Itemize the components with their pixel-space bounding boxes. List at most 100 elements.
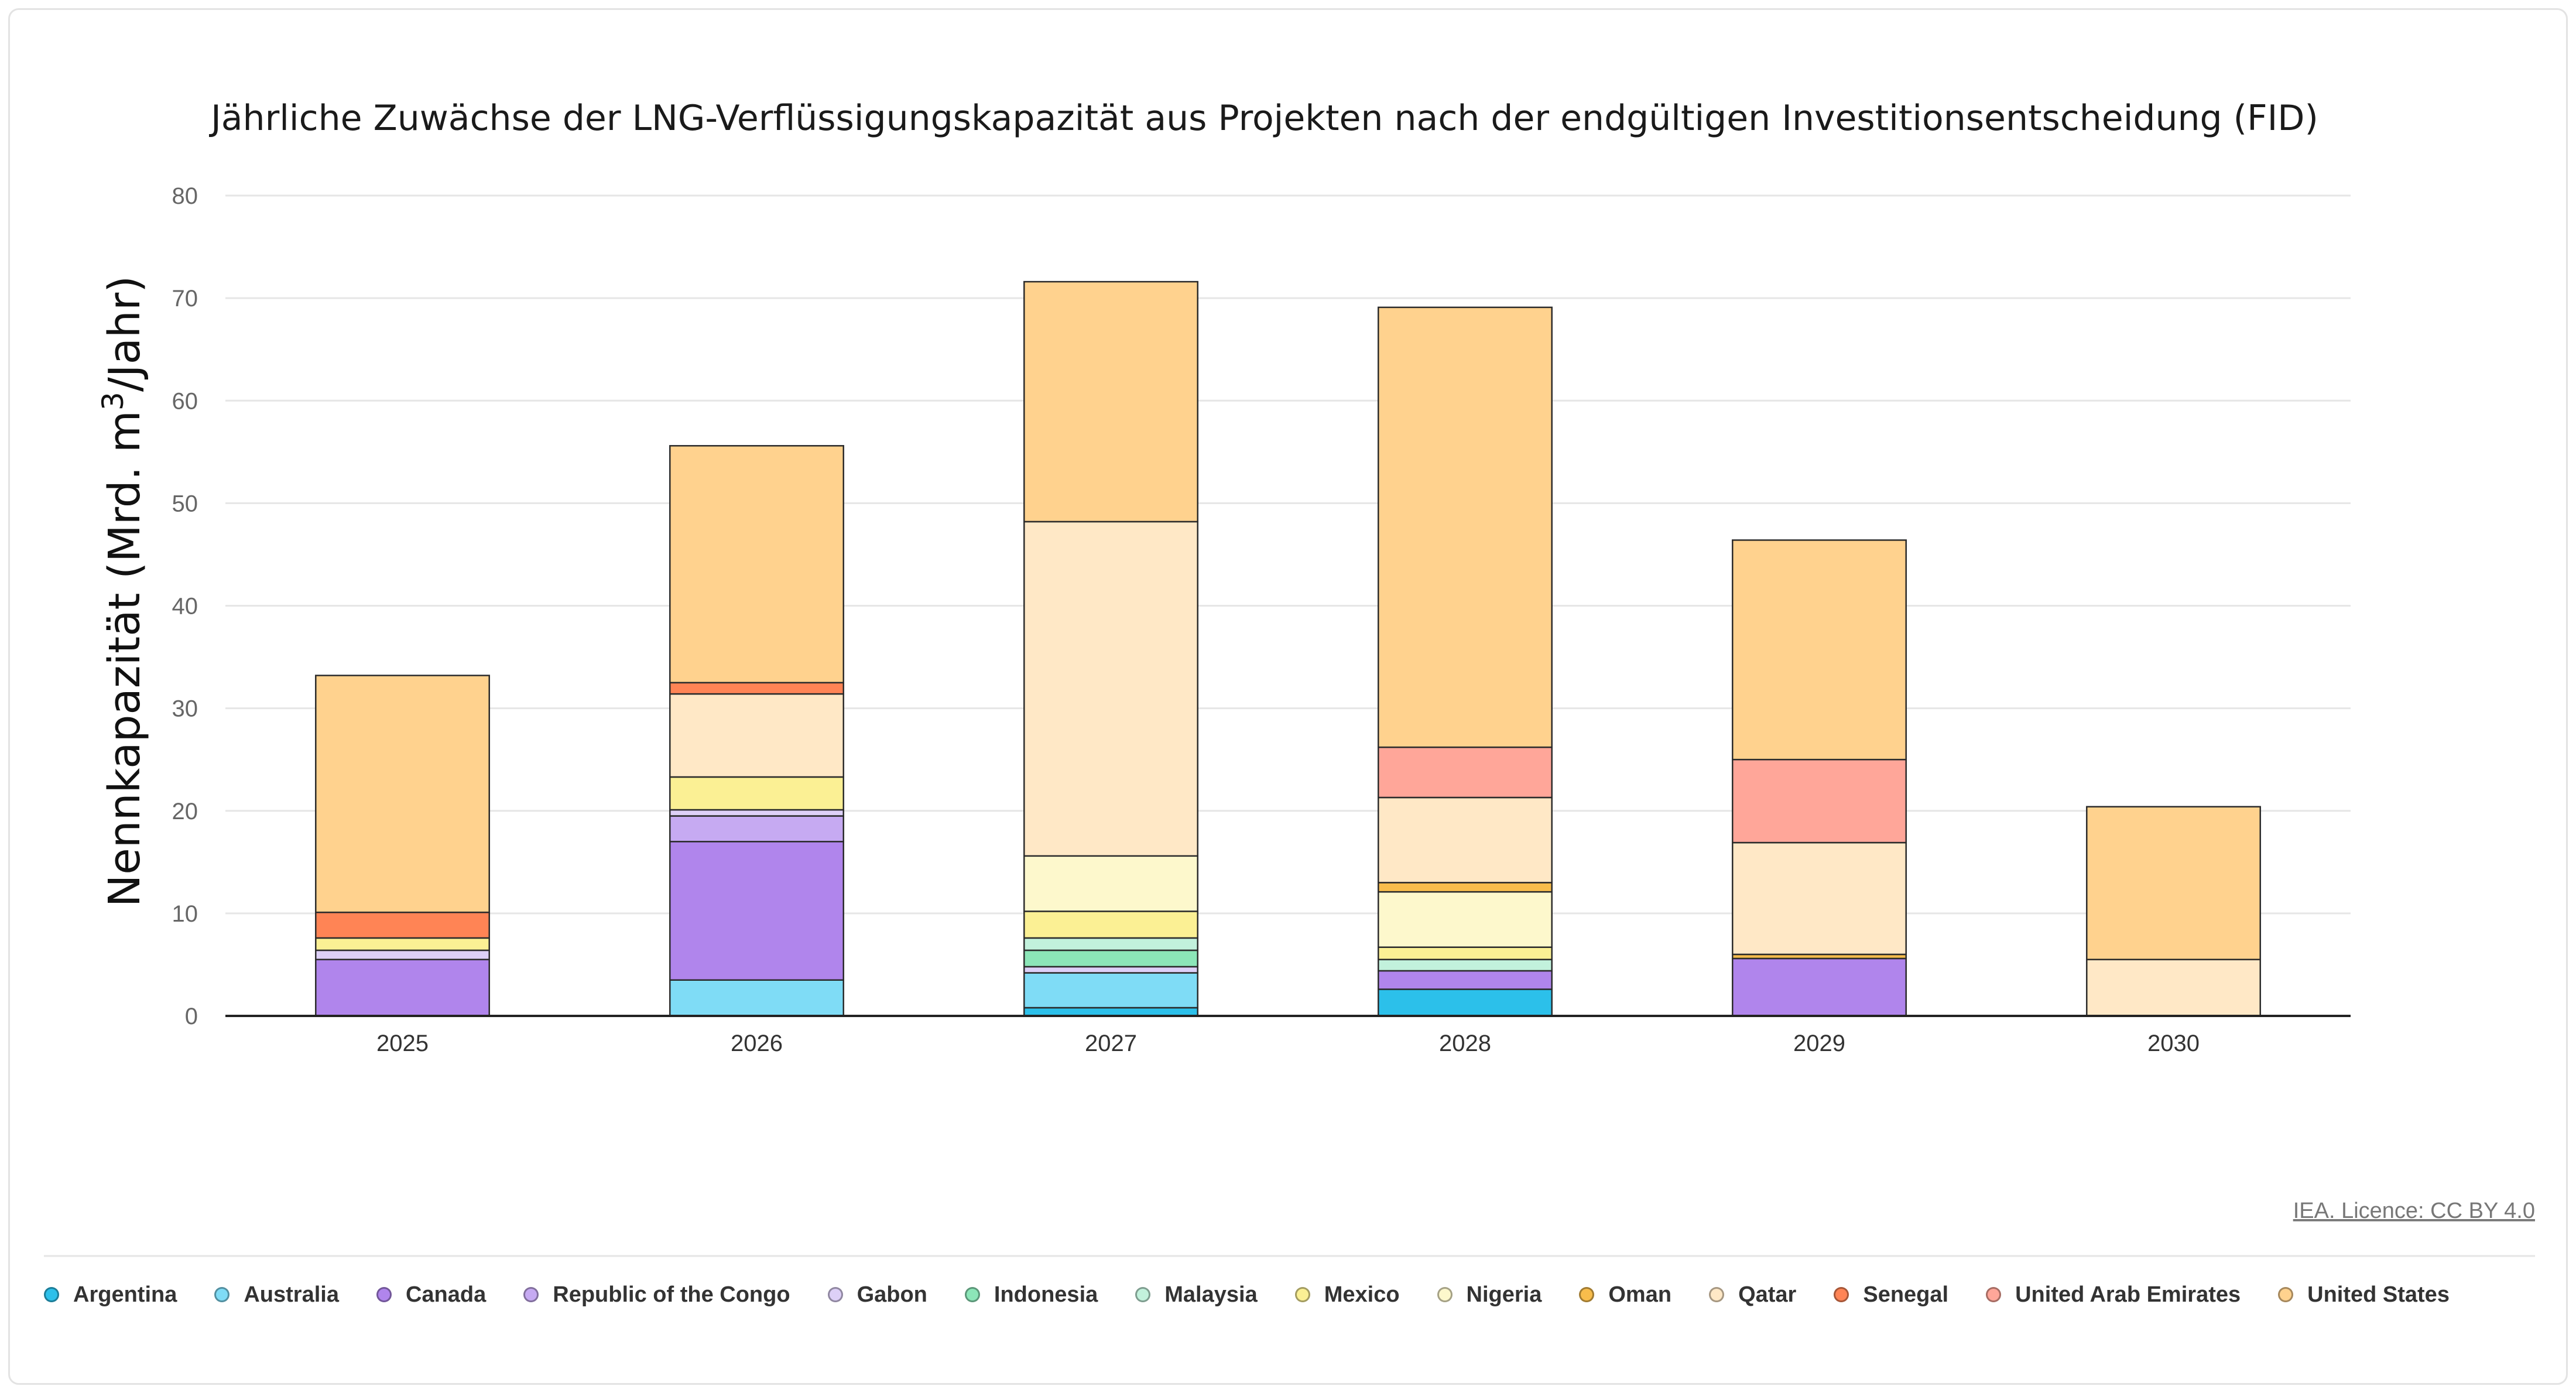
y-axis-label: Nennkapazität (Mrd. m3/Jahr)	[96, 276, 150, 907]
legend-item[interactable]: Senegal	[1834, 1282, 1948, 1307]
legend-item[interactable]: Gabon	[827, 1282, 927, 1307]
legend-label: Argentina	[73, 1282, 177, 1307]
source-credit-link[interactable]: IEA. Licence: CC BY 4.0	[2293, 1199, 2535, 1223]
bar-segment-mexico-2025[interactable]	[315, 937, 490, 952]
y-axis-label-sup: 3	[96, 392, 130, 410]
bar-segment-united-states-2030[interactable]	[2086, 806, 2261, 960]
bar-segment-qatar-2028[interactable]	[1378, 796, 1553, 884]
bar-segment-argentina-2028[interactable]	[1378, 988, 1553, 1017]
legend-label: Australia	[244, 1282, 339, 1307]
x-tick-label: 2029	[1793, 1031, 1845, 1056]
bar-segment-united-states-2025[interactable]	[315, 675, 490, 913]
bar-segment-nigeria-2027[interactable]	[1023, 855, 1198, 912]
legend-item[interactable]: Argentina	[44, 1282, 177, 1307]
bar-segment-oman-2028[interactable]	[1378, 882, 1553, 893]
legend-label: Qatar	[1738, 1282, 1797, 1307]
grid-lines	[225, 194, 2351, 915]
bar-stack-2026	[669, 445, 844, 1017]
bar-segment-australia-2026[interactable]	[669, 979, 844, 1017]
bar-segment-canada-2029[interactable]	[1732, 957, 1907, 1017]
bar-segment-republic-of-the-congo-2026[interactable]	[669, 815, 844, 843]
legend-label: Nigeria	[1466, 1282, 1542, 1307]
bar-segment-united-arab-emirates-2028[interactable]	[1378, 746, 1553, 799]
bar-segment-gabon-2026[interactable]	[669, 809, 844, 817]
legend-label: United Arab Emirates	[2015, 1282, 2241, 1307]
legend-item[interactable]: Mexico	[1294, 1282, 1400, 1307]
legend-item[interactable]: Oman	[1579, 1282, 1671, 1307]
bar-segment-qatar-2030[interactable]	[2086, 959, 2261, 1017]
legend-dot-icon	[1986, 1287, 2002, 1302]
legend-dot-icon	[964, 1287, 980, 1302]
legend-label: Malaysia	[1164, 1282, 1258, 1307]
legend-dot-icon	[1135, 1287, 1151, 1302]
bar-stacks	[315, 280, 2261, 1017]
y-tick-label: 10	[172, 901, 198, 927]
bar-segment-gabon-2025[interactable]	[315, 949, 490, 960]
legend-dot-icon	[1437, 1287, 1453, 1302]
legend-label: Mexico	[1324, 1282, 1400, 1307]
legend-item[interactable]: Nigeria	[1437, 1282, 1542, 1307]
legend-dot-icon	[376, 1287, 392, 1302]
legend-item[interactable]: Malaysia	[1135, 1282, 1258, 1307]
bar-segment-canada-2025[interactable]	[315, 959, 490, 1017]
bar-segment-qatar-2027[interactable]	[1023, 521, 1198, 857]
y-tick-label: 50	[172, 491, 198, 516]
y-tick-label: 70	[172, 286, 198, 312]
bar-segment-united-arab-emirates-2029[interactable]	[1732, 758, 1907, 844]
bar-segment-united-states-2028[interactable]	[1378, 306, 1553, 748]
legend-label: United States	[2307, 1282, 2450, 1307]
bar-segment-mexico-2028[interactable]	[1378, 946, 1553, 960]
legend-label: Republic of the Congo	[553, 1282, 790, 1307]
bar-segment-mexico-2026[interactable]	[669, 776, 844, 811]
bar-segment-mexico-2027[interactable]	[1023, 911, 1198, 939]
bar-segment-canada-2026[interactable]	[669, 841, 844, 981]
legend-label: Gabon	[857, 1282, 927, 1307]
bar-segment-qatar-2029[interactable]	[1732, 841, 1907, 956]
y-axis-label-end: /Jahr)	[100, 276, 150, 392]
legend-dot-icon	[1709, 1287, 1725, 1302]
y-tick-label: 30	[172, 696, 198, 722]
legend-item[interactable]: Australia	[214, 1282, 339, 1307]
bar-segment-indonesia-2027[interactable]	[1023, 949, 1198, 968]
bar-segment-malaysia-2027[interactable]	[1023, 937, 1198, 952]
bar-segment-united-states-2029[interactable]	[1732, 539, 1907, 761]
y-tick-label: 20	[172, 799, 198, 824]
y-tick-label: 80	[172, 183, 198, 209]
y-axis-label-main: Nennkapazität (Mrd. m	[100, 410, 150, 907]
x-tick-label: 2028	[1439, 1031, 1491, 1056]
legend-label: Oman	[1608, 1282, 1672, 1307]
bar-segment-qatar-2026[interactable]	[669, 693, 844, 778]
legend-dot-icon	[2278, 1287, 2294, 1302]
legend-dot-icon	[827, 1287, 843, 1302]
legend: Argentina Australia Canada Republic of the …	[44, 1282, 2561, 1307]
legend-label: Indonesia	[994, 1282, 1098, 1307]
bar-segment-united-states-2027[interactable]	[1023, 280, 1198, 523]
bar-segment-australia-2027[interactable]	[1023, 972, 1198, 1009]
legend-item[interactable]: United States	[2278, 1282, 2450, 1307]
x-tick-label: 2030	[2147, 1031, 2200, 1056]
legend-item[interactable]: Canada	[376, 1282, 486, 1307]
legend-item[interactable]: Republic of the Congo	[523, 1282, 790, 1307]
chart-title: Jährliche Zuwächse der LNG-Verflüssigung…	[208, 98, 2318, 139]
bar-segment-malaysia-2028[interactable]	[1378, 959, 1553, 972]
bar-segment-canada-2028[interactable]	[1378, 970, 1553, 990]
bar-segment-gabon-2027[interactable]	[1023, 966, 1198, 974]
bar-segment-nigeria-2028[interactable]	[1378, 891, 1553, 948]
bar-segment-senegal-2026[interactable]	[669, 682, 844, 695]
x-tick-labels: 2025 2026 2027 2028 2029 2030	[376, 1031, 2200, 1056]
bar-segment-senegal-2025[interactable]	[315, 911, 490, 939]
bar-stack-2030	[2086, 806, 2261, 1017]
y-tick-label: 40	[172, 594, 198, 620]
bar-stack-2029	[1732, 539, 1907, 1017]
bar-segment-united-states-2026[interactable]	[669, 445, 844, 684]
bar-segment-argentina-2027[interactable]	[1023, 1007, 1198, 1017]
legend-item[interactable]: Indonesia	[964, 1282, 1098, 1307]
y-tick-label: 60	[172, 388, 198, 414]
legend-dot-icon	[1834, 1287, 1849, 1302]
x-tick-label: 2026	[731, 1031, 783, 1056]
bar-stack-2027	[1023, 280, 1198, 1017]
legend-item[interactable]: Qatar	[1709, 1282, 1796, 1307]
legend-item[interactable]: United Arab Emirates	[1986, 1282, 2241, 1307]
y-tick-labels: 0 10 20 30 40 50 60 70 80	[172, 183, 198, 1029]
